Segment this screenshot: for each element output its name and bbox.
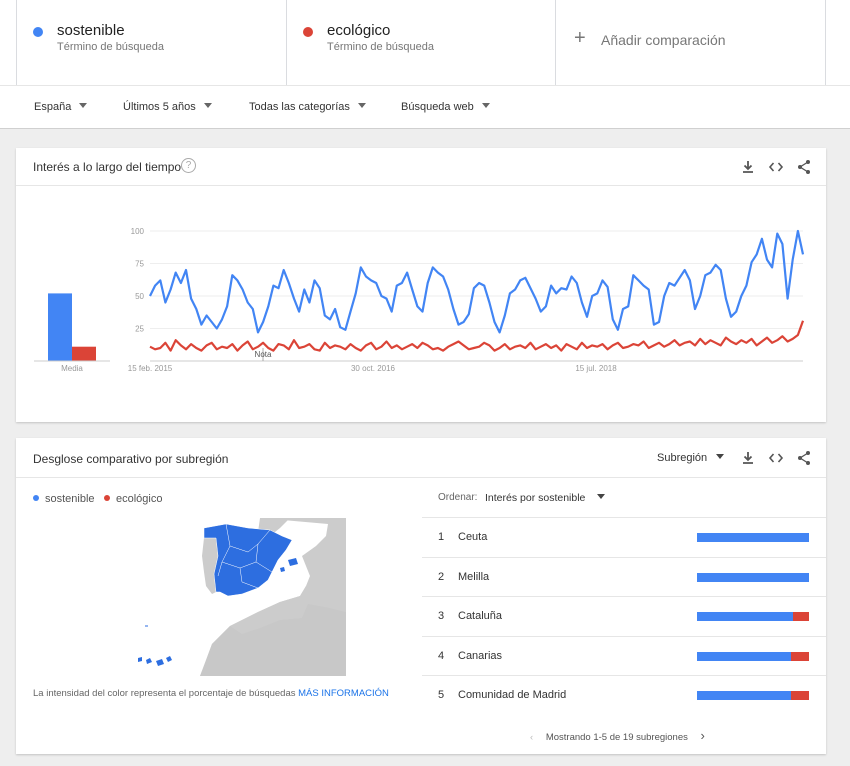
term-name: sostenible [57,22,125,39]
card-header: Desglose comparativo por subregión Subre… [16,438,826,478]
filter-time[interactable]: Últimos 5 años [123,101,212,113]
rank-number: 4 [438,649,445,662]
caret-down-icon [357,103,366,108]
share-bar-ecologico [791,691,809,700]
share-bar-ecologico [793,612,809,621]
legend-label: ecológico [116,493,163,505]
share-bar [697,572,809,582]
rank-number: 1 [438,531,445,543]
filter-region[interactable]: España [34,101,88,113]
rank-number: 2 [438,570,445,583]
add-comparison-label: Añadir comparación [601,32,726,48]
table-row[interactable]: 2 Melilla [422,556,826,596]
subregion-name: Canarias [458,649,503,662]
subregion-name: Melilla [458,570,490,583]
average-bar-ecologico [72,346,96,361]
x-tick-label: 15 jul. 2018 [575,364,617,373]
average-bar-sostenible [48,293,72,361]
rank-number: 3 [438,610,445,622]
help-icon[interactable]: ? [181,158,196,173]
table-row[interactable]: 1 Ceuta [422,517,826,556]
sort-label: Ordenar: [438,492,478,503]
y-tick-label: 50 [135,292,144,301]
legend-dot [104,495,110,501]
share-bar [697,691,809,700]
caret-down-icon [597,494,606,499]
caret-down-icon [203,103,212,108]
term-color-dot [33,27,43,37]
table-row[interactable]: 3 Cataluña [422,596,826,635]
share-bar-sostenible [697,572,809,582]
embed-icon[interactable] [768,159,784,175]
subregion-dropdown[interactable]: Subregión [657,452,725,464]
plus-icon: + [574,27,586,49]
term-name: ecológico [327,22,391,39]
series-line-ecologico [149,320,805,352]
series-line-sostenible [149,229,805,334]
subregion-name: Cataluña [458,610,503,622]
average-label: Media [61,364,83,373]
x-tick-label: 15 feb. 2015 [128,364,173,373]
card-title: Desglose comparativo por subregión [33,452,229,466]
legend-item-sostenible: sostenible [33,493,95,505]
spain-region-map[interactable] [130,516,350,678]
comparison-bar: sostenible Término de búsqueda ecológico… [0,0,850,85]
pagination: ‹ Mostrando 1-5 de 19 subregiones › [530,728,705,743]
download-icon[interactable] [740,159,756,175]
rank-number: 5 [438,689,445,701]
download-icon[interactable] [740,450,756,466]
sort-value: Interés por sostenible [485,492,586,504]
filter-search-type[interactable]: Búsqueda web [401,101,490,113]
embed-icon[interactable] [768,450,784,466]
share-bar-sostenible [697,651,792,661]
color-intensity-note: La intensidad del color representa el po… [33,688,389,699]
x-tick-label: 30 oct. 2016 [351,364,396,373]
share-bar-ecologico [791,651,809,661]
term-card-sostenible[interactable]: sostenible Término de búsqueda [16,0,286,85]
prev-page-icon[interactable]: ‹ [530,732,534,743]
filter-label: España [34,101,72,113]
share-bar-sostenible [697,612,794,621]
caret-down-icon [79,103,88,108]
note-text: La intensidad del color representa el po… [33,688,296,699]
caret-down-icon [716,454,725,459]
card-title: Interés a lo largo del tiempo [33,160,182,174]
sort-dropdown[interactable]: Interés por sostenible [485,492,606,504]
subregion-name: Comunidad de Madrid [458,689,567,701]
more-info-link[interactable]: MÁS INFORMACIÓN [298,688,389,699]
caret-down-icon [481,103,490,108]
dropdown-label: Subregión [657,452,708,464]
share-bar-sostenible [697,691,792,700]
interest-chart: 100 75 50 25 Media 15 feb. 2015 30 oct. 2016 15… [34,227,805,373]
card-header: Interés a lo largo del tiempo ? [16,148,826,186]
share-bar [697,533,809,542]
note-marker-label: Nota [255,350,272,359]
filter-category[interactable]: Todas las categorías [249,101,366,113]
share-icon[interactable] [796,159,812,175]
table-row[interactable]: 5 Comunidad de Madrid [422,675,826,714]
share-bar [697,612,809,621]
share-icon[interactable] [796,450,812,466]
filter-bar: España Últimos 5 años Todas las categorí… [0,85,850,129]
term-subtitle: Término de búsqueda [327,41,435,53]
legend-label: sostenible [45,493,95,505]
term-color-dot [303,27,313,37]
filter-label: Búsqueda web [401,101,474,113]
legend-item-ecologico: ecológico [104,493,162,505]
legend-dot [33,495,39,501]
y-tick-label: 25 [135,325,144,334]
term-subtitle: Término de búsqueda [57,41,165,53]
share-bar-sostenible [697,533,809,542]
y-tick-label: 100 [131,227,145,236]
share-bar [697,651,809,661]
add-comparison-button[interactable]: + Añadir comparación [555,0,826,85]
filter-label: Últimos 5 años [123,101,196,113]
table-row[interactable]: 4 Canarias [422,635,826,675]
next-page-icon[interactable]: › [700,728,705,743]
filter-label: Todas las categorías [249,101,350,113]
pagination-text: Mostrando 1-5 de 19 subregiones [545,732,688,743]
subregion-name: Ceuta [458,531,488,543]
term-card-ecologico[interactable]: ecológico Término de búsqueda [286,0,555,85]
y-tick-label: 75 [135,260,144,269]
